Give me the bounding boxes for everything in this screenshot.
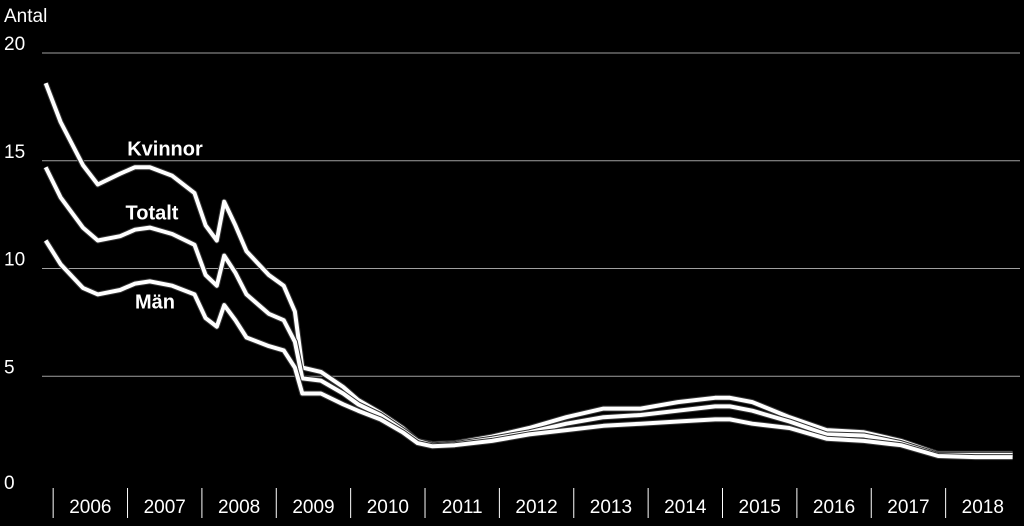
x-tick-label: 2016 <box>813 497 855 518</box>
x-tick-label: 2015 <box>739 497 781 518</box>
x-tick-label: 2013 <box>590 497 632 518</box>
x-tick-label: 2011 <box>442 497 483 518</box>
x-tick-label: 2012 <box>515 497 557 518</box>
line-outline <box>43 165 1013 458</box>
y-tick-label: 15 <box>4 142 25 163</box>
x-tick-label: 2009 <box>292 497 334 518</box>
y-tick-label: 10 <box>4 250 25 271</box>
x-tick-label: 2010 <box>367 497 409 518</box>
x-tick-label: 2007 <box>144 497 186 518</box>
x-tick-label: 2006 <box>69 497 111 518</box>
x-tick-label: 2017 <box>887 497 929 518</box>
series-label: Kvinnor <box>127 138 203 160</box>
y-axis-label: Antal <box>4 6 47 27</box>
series-label: Män <box>135 291 175 313</box>
y-tick-label: 20 <box>4 34 25 55</box>
x-tick-label: 2014 <box>664 497 707 518</box>
x-tick-label: 2008 <box>218 497 260 518</box>
x-tick-label: 2018 <box>962 497 1004 518</box>
y-tick-label: 5 <box>4 357 15 378</box>
series-label: Totalt <box>126 202 179 224</box>
y-tick-label: 0 <box>4 473 15 494</box>
line-outline <box>43 238 1013 461</box>
series-line <box>43 166 1013 457</box>
series-line <box>44 239 1013 460</box>
